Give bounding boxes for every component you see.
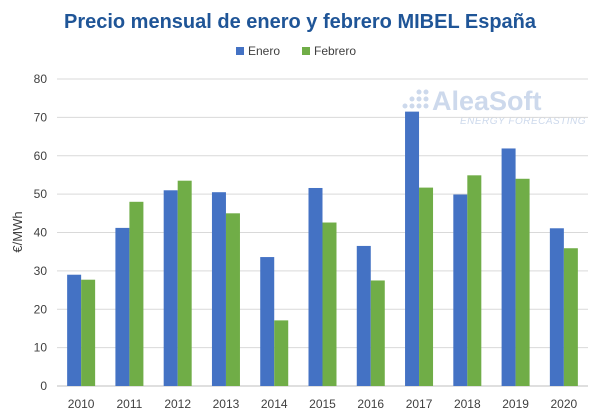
watermark-brand: AleaSoft [432,86,542,116]
x-tick-label: 2020 [551,397,578,411]
bar-enero-2013 [211,192,226,386]
bar-febrero-2019 [515,178,530,386]
bar-enero-2018 [453,194,468,386]
x-tick-label: 2012 [164,397,191,411]
x-tick-label: 2011 [117,397,143,411]
chart-title: Precio mensual de enero y febrero MIBEL … [64,11,537,33]
bar-febrero-2014 [274,320,289,386]
y-tick-label: 10 [34,341,48,355]
x-tick-label: 2018 [454,397,481,411]
bar-enero-2010 [67,274,82,386]
x-tick-label: 2016 [357,397,384,411]
gridlines [57,78,588,387]
legend: Enero Febrero [236,44,356,58]
bar-febrero-2010 [81,279,96,386]
legend-label-febrero: Febrero [314,44,356,58]
y-axis-ticks: 0 10 20 30 40 50 60 70 80 [34,72,48,393]
bar-enero-2015 [308,187,323,386]
legend-label-enero: Enero [248,44,280,58]
y-tick-label: 20 [34,302,48,316]
bar-enero-2012 [163,190,178,386]
watermark-tagline: ENERGY FORECASTING [460,116,586,127]
x-axis-ticks: 2010 2011 2012 2013 2014 2015 2016 2017 2018 2019… [68,397,578,411]
y-tick-label: 80 [34,72,48,86]
x-tick-label: 2019 [502,397,529,411]
bar-febrero-2016 [370,280,385,386]
legend-swatch-febrero [302,47,310,55]
y-tick-label: 60 [34,149,48,163]
bar-enero-2014 [260,257,275,386]
bars [67,111,578,387]
bar-enero-2017 [405,111,420,387]
bar-enero-2020 [549,228,564,386]
y-tick-label: 50 [34,187,48,201]
bar-febrero-2015 [322,222,337,386]
bar-febrero-2018 [467,175,482,386]
bar-febrero-2011 [129,201,144,386]
bar-febrero-2017 [419,187,434,386]
bar-enero-2019 [501,148,516,386]
x-tick-label: 2015 [309,397,336,411]
bar-febrero-2012 [177,180,192,386]
x-tick-label: 2017 [406,397,433,411]
x-tick-label: 2013 [213,397,240,411]
bar-enero-2016 [356,245,371,386]
bar-enero-2011 [115,227,130,386]
x-tick-label: 2014 [261,397,288,411]
bar-febrero-2020 [563,248,578,386]
bar-febrero-2013 [225,213,240,386]
watermark: AleaSoft ENERGY FORECASTING [402,86,586,127]
y-tick-label: 30 [34,264,48,278]
legend-swatch-enero [236,47,244,55]
y-tick-label: 0 [40,379,47,393]
y-tick-label: 70 [34,110,48,124]
aleasoft-logo-icon [402,89,429,109]
x-tick-label: 2010 [68,397,95,411]
y-tick-label: 40 [34,226,48,240]
y-axis-label: €/MWh [10,211,25,252]
